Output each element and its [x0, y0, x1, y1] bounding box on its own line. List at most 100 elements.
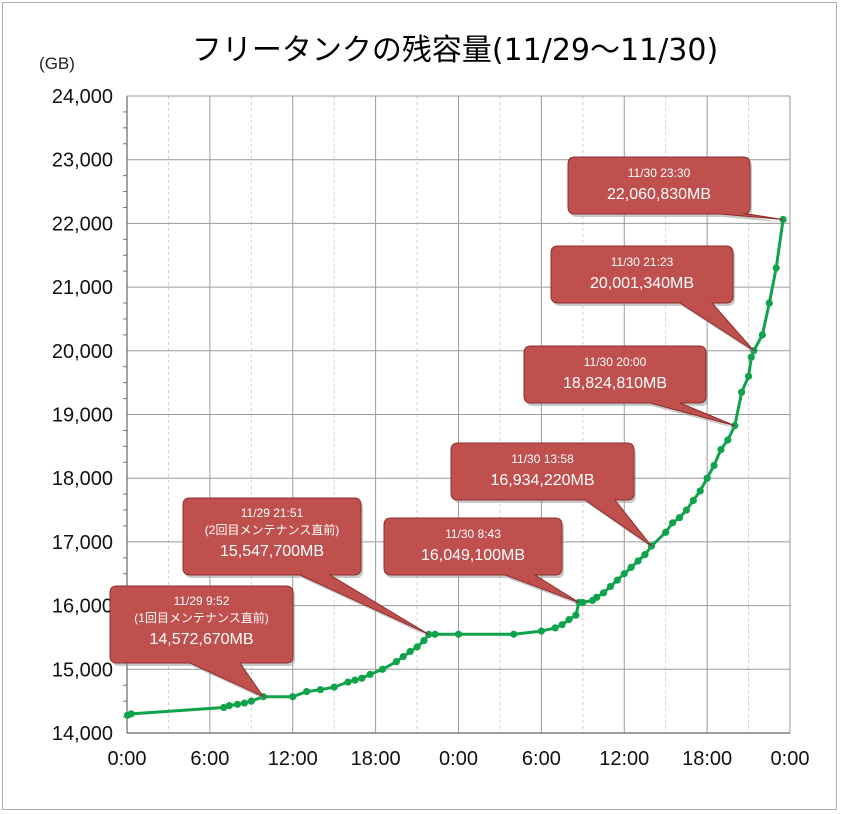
data-point [351, 676, 359, 684]
data-point [558, 621, 566, 629]
data-point [572, 611, 580, 619]
data-point [613, 576, 621, 584]
y-tick-label: 14,000 [52, 723, 113, 745]
data-point [765, 299, 773, 307]
callout: 11/30 13:58 16,934,220MB [450, 442, 654, 550]
data-point [406, 647, 414, 656]
data-point [565, 616, 573, 624]
callout-box [567, 156, 784, 221]
callout-box [109, 585, 294, 698]
data-point [366, 670, 374, 678]
callout-time: 11/29 9:52 [174, 594, 230, 608]
x-tick-label: 18:00 [351, 748, 401, 770]
data-point [738, 388, 746, 396]
y-tick-label: 22,000 [52, 213, 113, 235]
data-point [551, 624, 559, 632]
data-point [510, 630, 518, 638]
data-point [772, 264, 780, 272]
x-tick-label: 6:00 [522, 748, 561, 770]
callout-value: 20,001,340MB [590, 275, 694, 292]
data-point [220, 703, 228, 712]
y-tick-label: 21,000 [52, 277, 113, 299]
data-point [675, 514, 684, 522]
x-tick-label: 0:00 [108, 748, 147, 770]
callout: 11/30 8:43 16,049,100MB [383, 517, 581, 606]
data-point [344, 678, 352, 686]
data-point [392, 658, 400, 666]
data-point [399, 652, 407, 661]
data-point [747, 353, 755, 361]
callout-time: 11/30 20:00 [584, 355, 647, 369]
data-point [330, 683, 338, 691]
x-tick-label: 0:00 [771, 748, 810, 770]
data-point [620, 570, 628, 578]
callout-time: 11/30 8:43 [445, 527, 501, 541]
data-point [413, 643, 421, 651]
data-point [289, 693, 297, 701]
data-point [606, 582, 615, 591]
callout-time: 11/29 21:51 [241, 506, 304, 520]
y-tick-label: 23,000 [52, 150, 113, 172]
data-point [696, 487, 704, 495]
callout-time: 11/30 23:30 [628, 166, 691, 180]
data-point [358, 674, 366, 682]
data-point [662, 528, 670, 536]
y-tick-label: 15,000 [52, 659, 113, 681]
y-axis-unit: (GB) [39, 54, 75, 73]
y-tick-label: 24,000 [52, 86, 113, 108]
data-point [247, 697, 255, 705]
y-tick-label: 20,000 [52, 341, 113, 363]
x-tick-label: 12:00 [599, 748, 649, 770]
y-tick-label: 18,000 [52, 468, 113, 490]
data-point [724, 436, 732, 444]
callout-value: 16,049,100MB [421, 547, 525, 564]
data-point [225, 702, 233, 710]
callout-note: (2回目メンテナンス直前) [205, 522, 339, 537]
chart-title: フリータンクの残容量(11/29～11/30) [192, 33, 718, 68]
data-point [420, 637, 428, 645]
callout: 11/30 20:00 18,824,810MB [523, 345, 737, 429]
callout-value: 16,934,220MB [490, 472, 594, 489]
callout-box [450, 442, 652, 547]
data-point [710, 461, 718, 470]
data-point [593, 593, 601, 601]
data-point [634, 557, 642, 565]
data-point [689, 496, 697, 505]
callout-time: 11/30 13:58 [511, 452, 574, 466]
data-point [579, 598, 587, 607]
data-point [302, 687, 311, 696]
callout-value: 14,572,670MB [149, 631, 253, 648]
y-tick-label: 19,000 [52, 405, 113, 427]
callout: 11/30 23:30 22,060,830MB [567, 156, 786, 223]
data-point [599, 589, 608, 597]
callout-box [383, 517, 580, 603]
x-tick-label: 12:00 [268, 748, 318, 770]
callout: 11/29 9:52 (1回目メンテナンス直前) 14,572,670MB [109, 585, 295, 700]
data-point [668, 519, 677, 527]
data-point [240, 699, 249, 707]
x-tick-label: 18:00 [682, 748, 732, 770]
callout-note: (1回目メンテナンス直前) [134, 610, 268, 625]
callout-box [523, 345, 735, 427]
data-point [758, 331, 766, 339]
data-point [233, 700, 242, 708]
data-point [316, 686, 324, 694]
data-point [703, 474, 711, 482]
callout: 11/29 21:51 (2回目メンテナンス直前) 15,547,700MB [182, 497, 431, 638]
callout-value: 22,060,830MB [607, 186, 711, 203]
callouts: 11/29 9:52(1回目メンテナンス直前)14,572,670MB11/29… [109, 156, 786, 700]
callout-box [550, 245, 755, 352]
callout: 11/30 21:23 20,001,340MB [550, 245, 756, 354]
y-tick-label: 17,000 [52, 532, 113, 554]
callout-value: 18,824,810MB [563, 375, 667, 392]
callout-value: 15,547,700MB [220, 543, 324, 560]
data-point [627, 563, 635, 571]
data-point [127, 710, 135, 718]
data-point [641, 551, 649, 559]
data-point [682, 506, 691, 514]
data-point [744, 372, 753, 380]
y-tick-labels: 14,000 15,000 16,000 17,000 18,000 19,000 20,0… [52, 86, 113, 745]
y-tick-label: 16,000 [52, 596, 113, 618]
data-point [537, 627, 545, 635]
